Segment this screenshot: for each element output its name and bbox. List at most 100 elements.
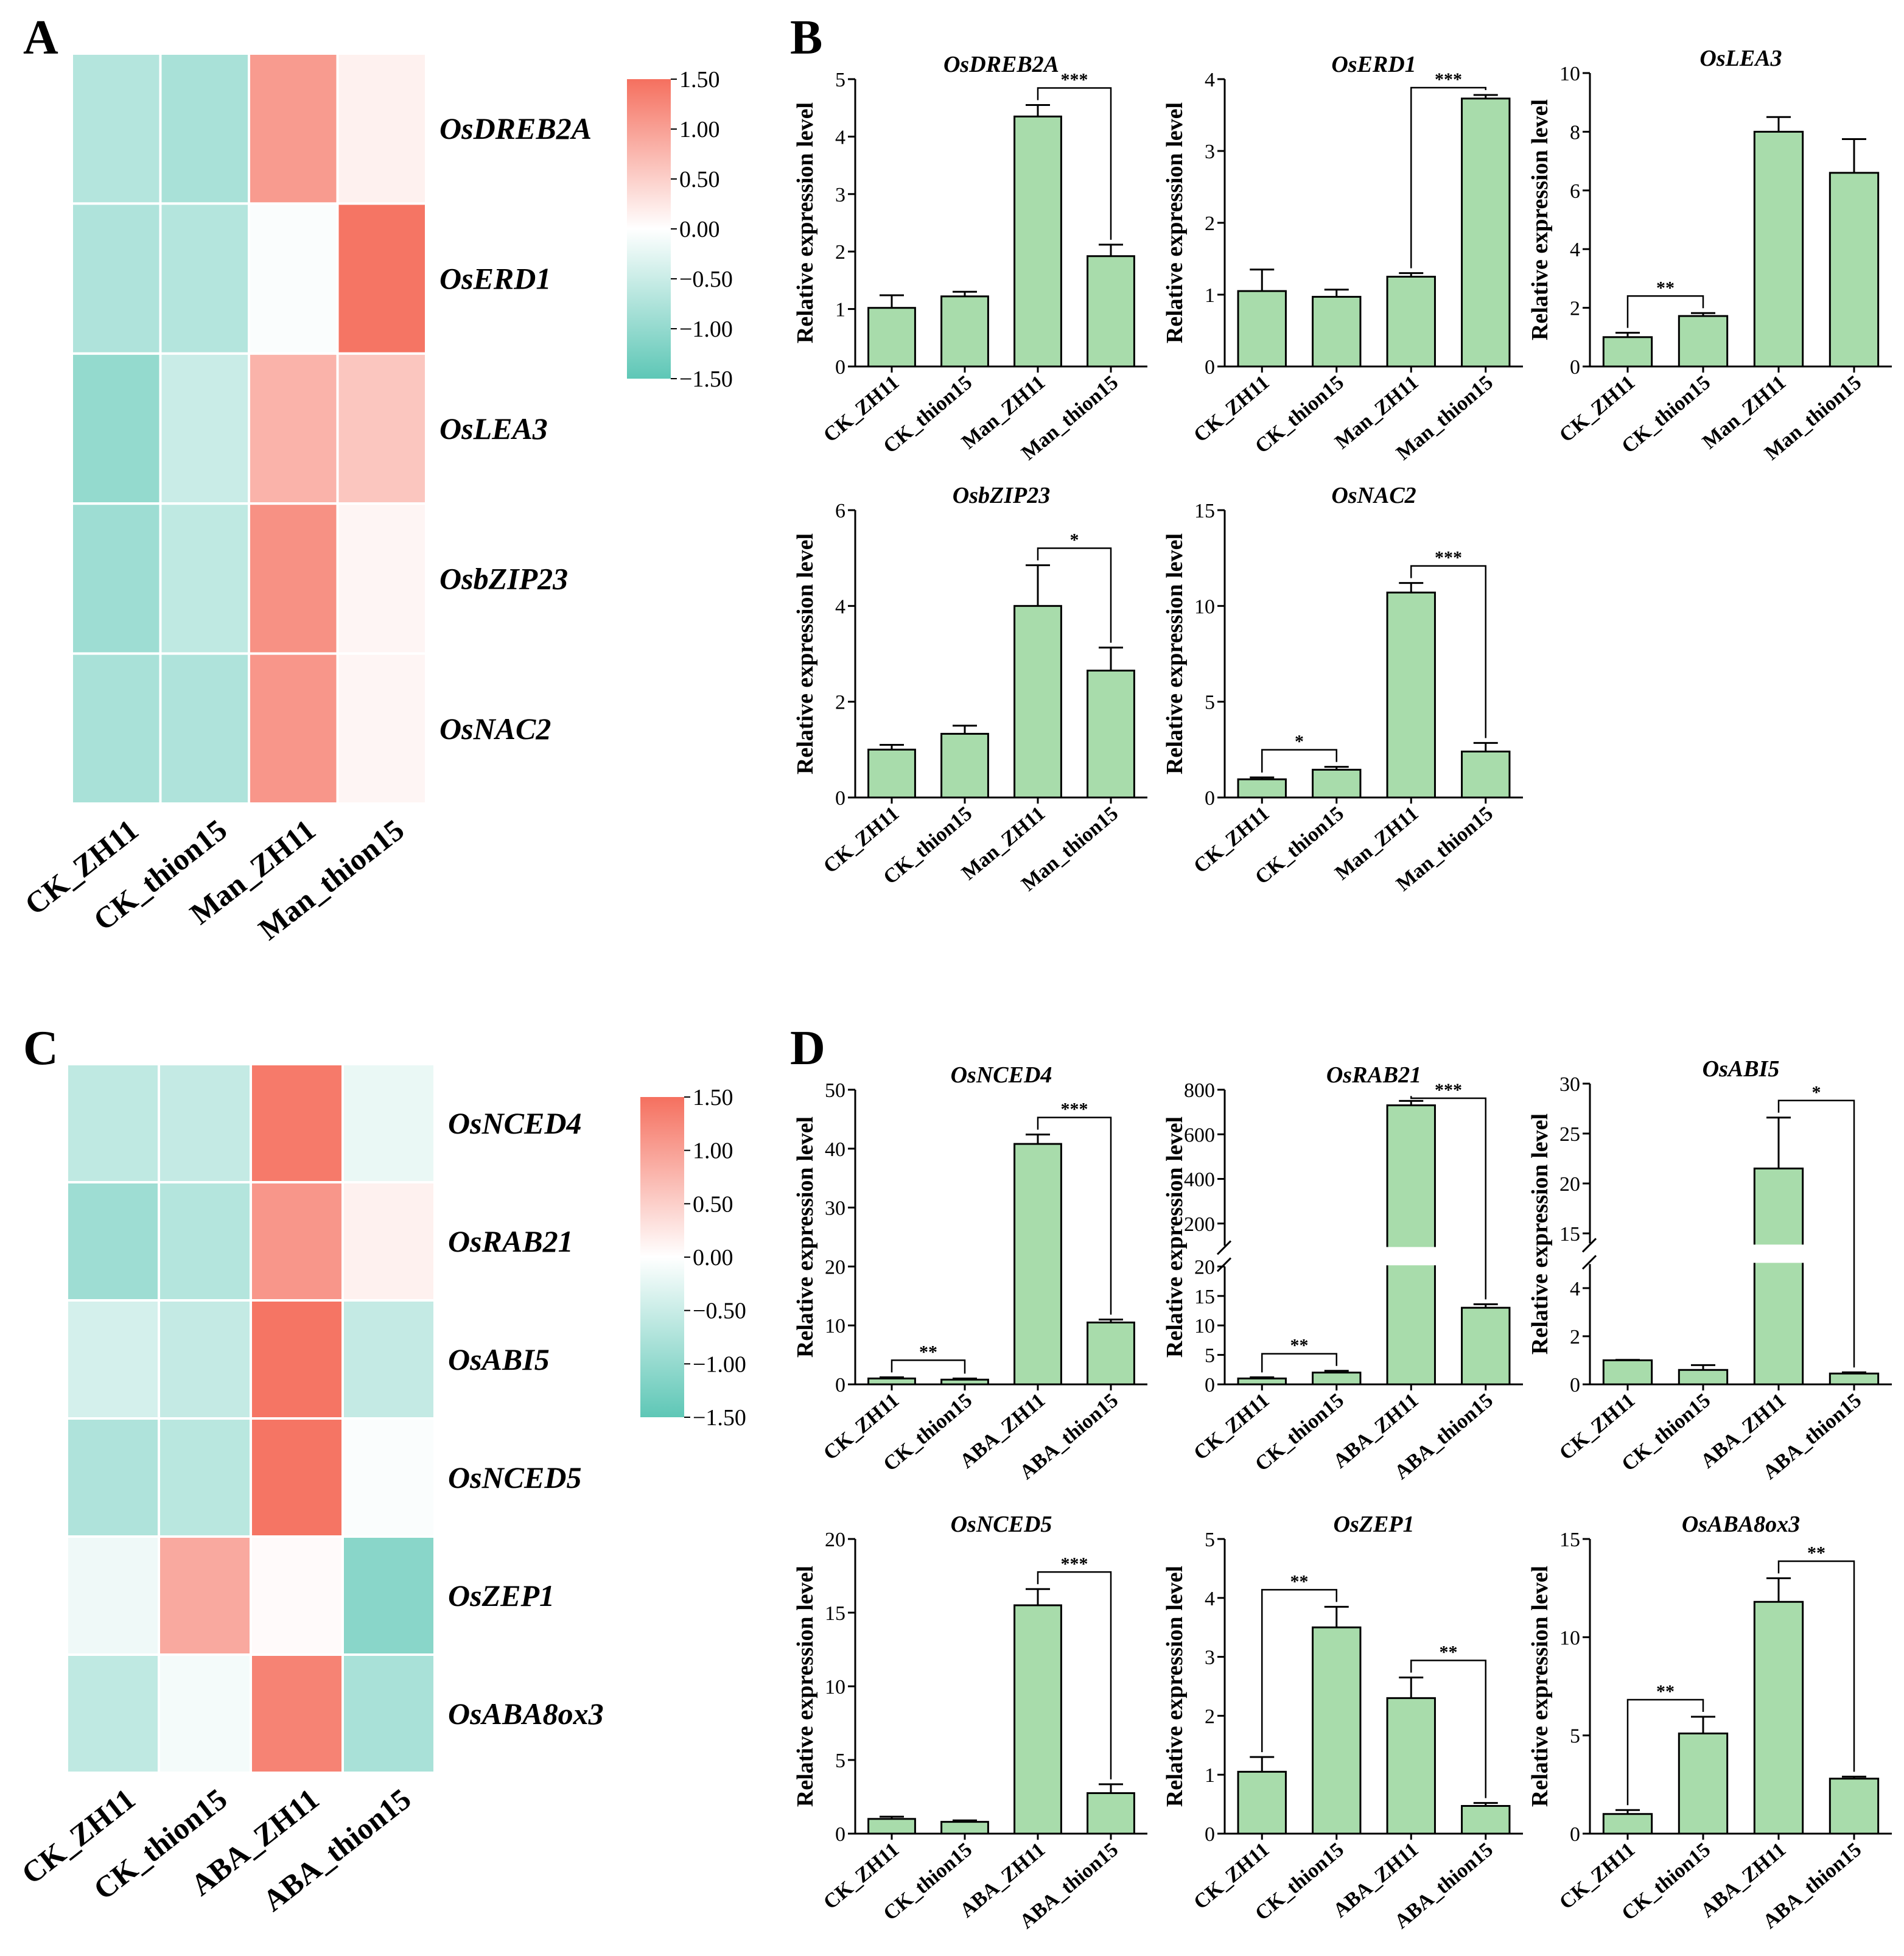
bar-chart-OsNCED5: 05101520CK_ZH11CK_thion15ABA_ZH11ABA_thi… bbox=[793, 1512, 1147, 1933]
significance-label: * bbox=[1070, 530, 1079, 550]
chart-title: OsZEP1 bbox=[1334, 1512, 1415, 1537]
y-tick-label: 10 bbox=[1559, 1627, 1580, 1649]
bar bbox=[1312, 768, 1362, 799]
chart-title: OsRAB21 bbox=[1326, 1062, 1421, 1088]
axis-break-mark bbox=[1216, 1257, 1232, 1272]
colorbar-tick-label: 0.00 bbox=[679, 217, 720, 242]
bar-chart-OsRAB21: 05101520200400600800CK_ZH11CK_thion15ABA… bbox=[1162, 1062, 1523, 1484]
bar bbox=[1461, 1306, 1511, 1386]
significance-label: ** bbox=[1656, 1681, 1675, 1702]
chart-title: OsDREB2A bbox=[943, 52, 1059, 77]
panel-letter-b: B bbox=[790, 11, 822, 65]
heatmap-row-label: OsDREB2A bbox=[439, 111, 592, 145]
heatmap-cell bbox=[66, 1063, 160, 1183]
bar bbox=[1602, 1813, 1653, 1835]
bar-chart-OsNAC2: 051015CK_ZH11CK_thion15Man_ZH11Man_thion… bbox=[1162, 483, 1523, 896]
y-tick-label: 10 bbox=[825, 1676, 845, 1698]
y-tick-label: 40 bbox=[825, 1138, 845, 1161]
y-tick-label: 4 bbox=[1205, 69, 1215, 91]
y-tick-label: 10 bbox=[1559, 63, 1580, 85]
significance-bracket bbox=[891, 1359, 966, 1374]
y-tick-label: 30 bbox=[1559, 1073, 1580, 1096]
y-tick-label: 400 bbox=[1184, 1169, 1215, 1191]
colorbar-tick-label: −1.50 bbox=[693, 1405, 746, 1431]
heatmap-cell bbox=[250, 1063, 344, 1183]
heatmap-cell bbox=[250, 1653, 344, 1774]
bar bbox=[1087, 255, 1135, 368]
bar-chart-OsERD1: 01234CK_ZH11CK_thion15Man_ZH11Man_thion1… bbox=[1162, 52, 1523, 464]
colorbar-tick-label: −0.50 bbox=[679, 267, 733, 292]
y-axis-label: Relative expression level bbox=[793, 102, 818, 343]
bar-break-gap bbox=[1752, 1244, 1805, 1263]
y-axis-label: Relative expression level bbox=[1162, 1566, 1188, 1807]
y-tick-label: 0 bbox=[1205, 356, 1215, 379]
chart-title: OsNCED5 bbox=[951, 1512, 1052, 1537]
heatmap-cell bbox=[341, 1417, 436, 1538]
y-tick-label: 0 bbox=[1205, 1374, 1215, 1397]
y-tick-label: 2 bbox=[1205, 1705, 1215, 1728]
heatmap-cell bbox=[341, 1181, 436, 1302]
heatmap-row-label: OsABA8ox3 bbox=[448, 1697, 604, 1731]
y-tick-label: 20 bbox=[825, 1529, 845, 1551]
heatmap-cell bbox=[71, 652, 162, 805]
heatmap-row-label: OsLEA3 bbox=[439, 412, 548, 446]
y-tick-label: 0 bbox=[1205, 1823, 1215, 1846]
heatmap-cell bbox=[336, 352, 427, 505]
heatmap-cell bbox=[336, 652, 427, 805]
y-tick-label: 3 bbox=[1205, 1647, 1215, 1669]
y-tick-label: 20 bbox=[825, 1256, 845, 1278]
heatmap-cell bbox=[250, 1417, 344, 1538]
y-tick-label: 15 bbox=[1559, 1223, 1580, 1246]
colorbar-tick-label: 1.00 bbox=[679, 117, 720, 142]
heatmap-cell bbox=[159, 52, 250, 205]
colorbar-tick-label: −0.50 bbox=[693, 1299, 746, 1324]
significance-bracket bbox=[1626, 1698, 1704, 1806]
y-tick-label: 5 bbox=[835, 1750, 845, 1772]
bar bbox=[1312, 1372, 1362, 1386]
significance-bracket bbox=[1037, 1571, 1112, 1779]
panel-letter-d: D bbox=[790, 1022, 825, 1075]
y-tick-label: 2 bbox=[835, 692, 845, 714]
y-axis-label: Relative expression level bbox=[1527, 1113, 1553, 1355]
y-axis-label: Relative expression level bbox=[793, 1116, 818, 1358]
bar bbox=[1753, 130, 1804, 368]
significance-label: *** bbox=[1435, 69, 1462, 89]
axis-break-mark bbox=[1216, 1240, 1232, 1255]
y-axis-label: Relative expression level bbox=[1162, 102, 1188, 343]
heatmap-row-label: OsZEP1 bbox=[448, 1579, 555, 1613]
heatmap-cell bbox=[66, 1299, 160, 1420]
bar bbox=[1087, 1321, 1135, 1386]
heatmap-cell bbox=[159, 202, 250, 355]
heatmap-cell bbox=[158, 1535, 252, 1656]
y-tick-label: 0 bbox=[1205, 787, 1215, 810]
y-tick-label: 0 bbox=[1570, 356, 1580, 379]
heatmap-cell bbox=[71, 52, 162, 205]
bar bbox=[1461, 97, 1511, 368]
bar bbox=[1753, 1167, 1804, 1386]
bar bbox=[1386, 1697, 1436, 1835]
colorbar-tick-label: −1.00 bbox=[679, 317, 733, 342]
significance-label: *** bbox=[1435, 548, 1462, 568]
colorbar bbox=[640, 1097, 684, 1417]
significance-label: *** bbox=[1435, 1080, 1462, 1100]
y-axis-label: Relative expression level bbox=[793, 1566, 818, 1807]
significance-bracket bbox=[1777, 1099, 1855, 1368]
y-tick-label: 20 bbox=[1194, 1256, 1215, 1278]
y-tick-label: 2 bbox=[1570, 298, 1580, 320]
y-tick-label: 1 bbox=[1205, 1764, 1215, 1787]
bar-chart-OsbZIP23: 0246CK_ZH11CK_thion15Man_ZH11Man_thion15… bbox=[793, 483, 1147, 896]
bar bbox=[1312, 1626, 1362, 1835]
bar bbox=[1829, 1372, 1880, 1386]
heatmap-C: OsNCED4 OsRAB21 OsABI5 OsNCED5 OsZEP1 OsABA8o… bbox=[15, 1063, 746, 1918]
bar bbox=[867, 748, 916, 799]
significance-label: ** bbox=[1290, 1571, 1309, 1591]
heatmap-cell bbox=[66, 1181, 160, 1302]
panel-letter-a: A bbox=[23, 11, 58, 65]
bar bbox=[940, 1821, 989, 1835]
heatmap-cell bbox=[158, 1653, 252, 1774]
bar bbox=[1237, 778, 1287, 799]
y-tick-label: 0 bbox=[835, 356, 845, 379]
bar bbox=[1602, 1359, 1653, 1386]
bar bbox=[940, 732, 989, 799]
y-tick-label: 2 bbox=[835, 241, 845, 264]
